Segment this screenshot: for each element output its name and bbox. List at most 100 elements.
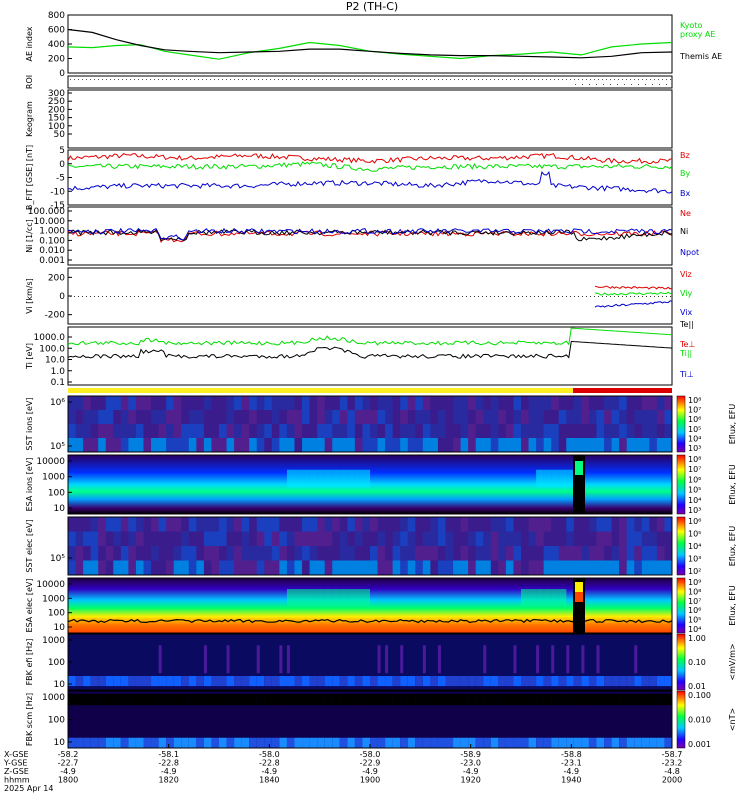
spectrogram-cell [143, 424, 152, 439]
spectrogram-cell [234, 546, 243, 561]
spectrogram-column [203, 634, 212, 690]
spectrogram-cell [128, 560, 137, 576]
spectrogram-cell [528, 410, 537, 425]
spectrogram-cell [445, 424, 454, 439]
spectrogram-column [83, 634, 92, 690]
spectrogram-column [173, 691, 182, 748]
spectrogram-cell [271, 531, 280, 547]
fbk_b-ytick-label: 10 [54, 738, 66, 748]
spectrogram-column [75, 455, 84, 514]
spectrogram-cell [377, 517, 386, 532]
spectrogram-cell [286, 546, 295, 561]
spectrogram-column [400, 455, 409, 514]
velocity-zero-dot [646, 296, 647, 297]
spectrogram-band [551, 676, 560, 687]
spectrogram-band [483, 676, 492, 687]
roi-dot [422, 79, 423, 80]
spectrogram-gap [143, 693, 152, 706]
spectrogram-gap [437, 693, 446, 706]
roi-dot [406, 79, 407, 80]
spectrogram-gap [196, 693, 205, 706]
temperature-series-line [67, 340, 673, 359]
spectrogram-gap [181, 693, 190, 706]
spectrogram-cell [98, 546, 107, 561]
time-tick-label: -22.7 [58, 759, 79, 768]
spectrogram-cell [551, 517, 560, 532]
roi-dot [334, 79, 335, 80]
spectrogram-cell [558, 438, 567, 453]
spectrogram-enhance [543, 469, 552, 488]
spectrogram-cell [120, 410, 129, 425]
spectrogram-cell [581, 546, 590, 561]
spectrogram-enhance [354, 469, 363, 488]
velocity-zero-dot [230, 296, 231, 297]
spectrogram-band [415, 676, 424, 687]
spectrogram-cell [468, 424, 477, 439]
spectrogram-cell [75, 531, 84, 547]
spectrogram-cell [536, 517, 545, 532]
spectrogram-cell [445, 560, 454, 576]
spectrogram-cell [581, 560, 590, 576]
spectrogram-column [75, 634, 84, 690]
spectrogram-band [98, 676, 107, 687]
spectrogram-cell [105, 438, 114, 453]
velocity-zero-dot [526, 296, 527, 297]
roi-dot [658, 79, 659, 80]
spectrogram-column [151, 634, 160, 690]
spectrogram-band [634, 737, 643, 748]
spectrogram-cell [588, 517, 597, 532]
spectrogram-gap [611, 693, 620, 706]
spectrogram-cell [256, 410, 265, 425]
spectrogram-cell [264, 438, 273, 453]
spectrogram-cell [370, 410, 379, 425]
spectrogram-column [332, 691, 341, 748]
spectrogram-column [468, 578, 477, 633]
spectrogram-column [241, 455, 250, 514]
roi-dot [354, 79, 355, 80]
spectrogram-band [309, 676, 318, 687]
velocity-zero-dot [198, 296, 199, 297]
spectrogram-gap [400, 693, 409, 706]
spectrogram-cell [521, 424, 530, 439]
velocity-zero-dot [498, 296, 499, 297]
bfield-ytick-label: -10 [50, 187, 65, 197]
spectrogram-cell [483, 531, 492, 547]
spectrogram-cell [241, 517, 250, 532]
spectrogram-column [120, 455, 129, 514]
spectrogram-column [83, 691, 92, 748]
spectrogram-cell [362, 531, 371, 547]
spectrogram-column [347, 634, 356, 690]
spectrogram-streak [581, 645, 585, 674]
spectrogram-column [468, 455, 477, 514]
roi-dot [575, 84, 576, 85]
spectrogram-cell [483, 410, 492, 425]
spectrogram-column [498, 578, 507, 633]
spectrogram-band [234, 676, 243, 687]
spectrogram-column [158, 578, 167, 633]
spectrogram-column [475, 691, 484, 748]
spectrogram-cell [128, 531, 137, 547]
spectrogram-gap [339, 693, 348, 706]
spectrogram-band [105, 737, 114, 748]
roi-dot [645, 84, 646, 85]
spectrogram-column [370, 634, 379, 690]
velocity-zero-dot [294, 296, 295, 297]
spectrogram-cell [611, 396, 620, 411]
spectrogram-cell [324, 410, 333, 425]
fbk_e-colorbar-label: <mV/m> [728, 643, 737, 680]
spectrogram-band [619, 737, 628, 748]
spectrogram-band [521, 676, 530, 687]
spectrogram-cell [354, 396, 363, 411]
spectrogram-cell [453, 396, 462, 411]
spectrogram-column [135, 691, 144, 748]
spectrogram-column [385, 634, 394, 690]
spectrogram-column [226, 691, 235, 748]
fbk_e-ylabel: FBK efi [Hz] [25, 639, 34, 686]
spectrogram-cell [596, 560, 605, 576]
spectrogram-cell [249, 396, 258, 411]
time-tick-label: -23.1 [561, 759, 582, 768]
spectrogram-cell [604, 424, 613, 439]
velocity-zero-dot [98, 296, 99, 297]
spectrogram-column [135, 634, 144, 690]
spectrogram-cell [294, 517, 303, 532]
